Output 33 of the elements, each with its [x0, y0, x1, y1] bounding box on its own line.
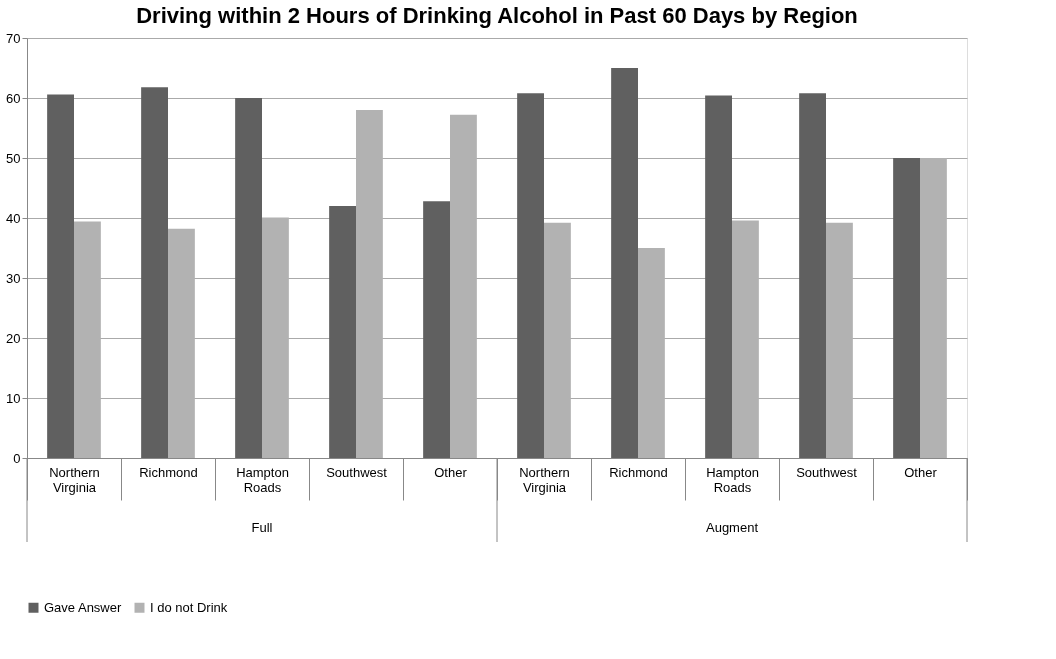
- y-tick-label: 50: [6, 150, 21, 166]
- y-tick-label: 40: [6, 210, 21, 226]
- text: Full: [251, 520, 273, 535]
- bar: [799, 93, 826, 458]
- bar: [141, 87, 168, 458]
- text: Augment: [705, 520, 759, 535]
- x-tick-label: Southwest: [796, 464, 858, 480]
- chart-title: Driving within 2 Hours of Drinking Alcohol in Past 60 Days by Region: [136, 3, 858, 28]
- bar: [611, 68, 638, 458]
- y-tick-label: 60: [6, 90, 21, 106]
- x-tick-label: Other: [434, 464, 468, 480]
- x-tick-label: Northern Virginia: [519, 464, 570, 495]
- legend-label: Gave Answer: [44, 599, 122, 615]
- x-tick-label: Richmond: [139, 464, 198, 480]
- bar: [423, 201, 450, 458]
- bar: [705, 95, 732, 458]
- bar: [329, 206, 356, 458]
- x-tick-label: Hampton Roads: [706, 464, 759, 495]
- bar: [893, 158, 920, 458]
- x-tick-label: Hampton Roads: [236, 464, 289, 495]
- x-tick-label: Southwest: [326, 464, 388, 480]
- x-tick-label: Richmond: [609, 464, 668, 480]
- bar: [235, 98, 262, 458]
- y-tick-label: 0: [13, 450, 21, 466]
- bar: [47, 94, 74, 458]
- y-tick-label: 70: [6, 30, 21, 46]
- bar: [517, 93, 544, 458]
- legend-label: I do not Drink: [150, 599, 228, 615]
- y-tick-label: 20: [6, 330, 21, 346]
- x-tick-label: Northern Virginia: [49, 464, 100, 495]
- x-tick-label: Other: [904, 464, 938, 480]
- y-tick-label: 30: [6, 270, 21, 286]
- y-tick-label: 10: [6, 390, 21, 406]
